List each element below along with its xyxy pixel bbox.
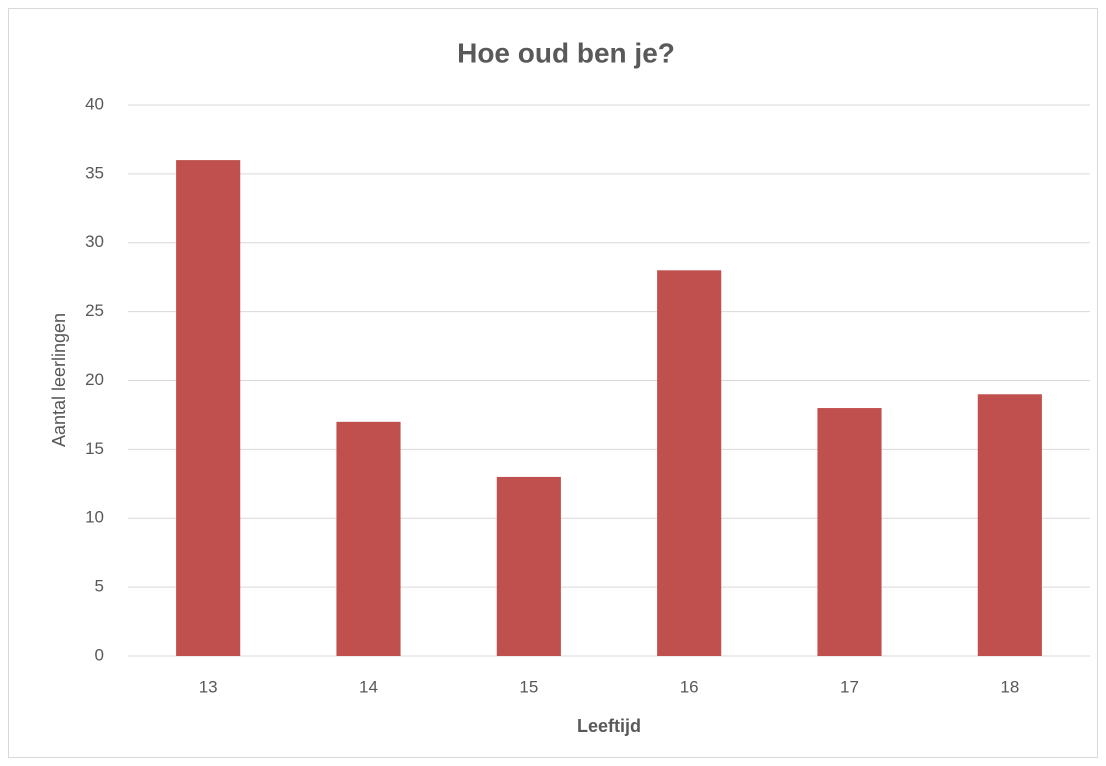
chart-title: Hoe oud ben je? xyxy=(457,37,675,68)
y-tick-label: 0 xyxy=(95,645,104,664)
bar xyxy=(336,421,401,656)
x-tick-label: 16 xyxy=(680,677,699,696)
y-tick-label: 35 xyxy=(85,163,104,182)
y-tick-label: 20 xyxy=(85,370,104,389)
y-tick-label: 15 xyxy=(85,439,104,458)
y-tick-label: 40 xyxy=(85,94,104,113)
x-tick-label: 17 xyxy=(840,677,859,696)
y-tick-label: 30 xyxy=(85,232,104,251)
y-tick-label: 5 xyxy=(95,577,104,596)
y-tick-label: 10 xyxy=(85,508,104,527)
x-tick-label: 13 xyxy=(199,677,218,696)
bar xyxy=(496,476,561,656)
x-tick-label: 14 xyxy=(359,677,378,696)
bar xyxy=(657,270,722,656)
bar xyxy=(977,394,1042,656)
x-tick-label: 15 xyxy=(519,677,538,696)
y-axis-title: Aantal leerlingen xyxy=(49,313,69,447)
y-tick-label: 25 xyxy=(85,301,104,320)
bar xyxy=(817,408,882,656)
x-tick-label: 18 xyxy=(1000,677,1019,696)
x-axis-title: Leeftijd xyxy=(577,716,641,736)
bar xyxy=(176,160,241,656)
